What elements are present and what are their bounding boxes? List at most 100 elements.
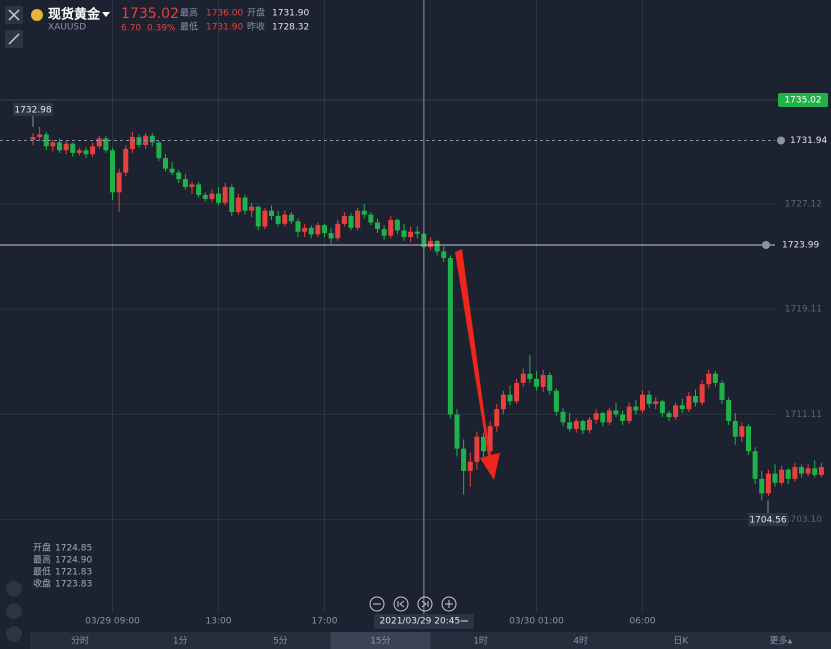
crosshair-label: 2021/03/29 20:45 <box>380 617 461 627</box>
tool-button[interactable] <box>6 581 22 597</box>
low-marker-box <box>748 513 788 526</box>
candle-body <box>613 410 619 415</box>
y-tick-label: 1719.11 <box>785 305 822 315</box>
candle-body <box>686 396 692 410</box>
candle-body <box>129 137 135 149</box>
first[interactable] <box>393 596 409 612</box>
candle-body <box>83 150 89 155</box>
candle-body <box>295 221 301 232</box>
alert-price: 1731.94 <box>790 136 827 146</box>
candle-body <box>818 467 824 475</box>
candle-body <box>50 142 56 147</box>
candle-body <box>434 240 440 252</box>
tab[interactable]: 1时 <box>473 635 488 647</box>
y-tick-label: 1711.11 <box>785 410 822 420</box>
candle-body <box>76 150 82 153</box>
ohlc-label: 最高 <box>33 554 51 566</box>
tool-button[interactable] <box>6 603 22 619</box>
candle-body <box>163 158 168 169</box>
candle-body <box>792 467 798 479</box>
candle-body <box>96 138 102 147</box>
tab[interactable]: 15分 <box>370 636 390 647</box>
tab[interactable]: 5分 <box>273 636 288 647</box>
candle-body <box>335 223 341 239</box>
ohlc-label: 最低 <box>33 566 51 578</box>
candle-body <box>209 193 215 199</box>
candle-body <box>712 373 718 383</box>
high-marker-box <box>13 103 53 116</box>
candle-body <box>361 210 367 215</box>
candle-body <box>812 468 818 475</box>
candle-body <box>719 382 725 400</box>
candle-body <box>454 414 460 449</box>
candle-body <box>799 467 804 474</box>
candle-body <box>57 142 62 151</box>
candle-body <box>646 394 652 404</box>
x-tick-label: 03/30 01:00 <box>509 617 564 627</box>
candle-body <box>169 168 175 173</box>
tab[interactable]: 日K <box>673 636 689 647</box>
candle-body <box>726 399 732 422</box>
candle-body <box>779 469 785 483</box>
candle-body <box>110 150 115 193</box>
candle-body <box>149 135 155 143</box>
candle-body <box>368 214 374 223</box>
candle-body <box>487 426 493 452</box>
zoom-in[interactable] <box>441 596 457 612</box>
candle-body <box>229 187 235 213</box>
candle-body <box>428 240 433 248</box>
last[interactable] <box>417 596 433 612</box>
y-tick-label: 1727.12 <box>785 199 822 209</box>
candle-body <box>441 251 447 259</box>
candle-body <box>527 373 533 379</box>
zoom-out[interactable] <box>369 596 385 612</box>
change: 6.70 <box>121 24 141 34</box>
tab[interactable]: 1分 <box>173 636 188 647</box>
ohlc-value: 1723.83 <box>55 580 92 590</box>
candle-body <box>772 473 778 483</box>
candle-body <box>156 142 162 159</box>
candle-body <box>269 210 274 216</box>
candle-body <box>275 215 281 224</box>
candle-body <box>620 414 626 422</box>
candle-body <box>30 137 36 140</box>
candle-body <box>348 215 354 228</box>
candles <box>30 126 824 501</box>
candle-body <box>600 413 606 423</box>
alert-bell[interactable] <box>762 241 770 250</box>
stat-value: 1731.90 <box>272 9 309 19</box>
tab[interactable]: 分时 <box>71 635 89 647</box>
alert-price: 1723.99 <box>782 241 819 251</box>
candle-body <box>659 401 665 414</box>
tab[interactable]: 4时 <box>573 635 588 647</box>
stat-value: 1736.00 <box>206 9 243 19</box>
alert-bell[interactable] <box>777 136 785 145</box>
ohlc-value: 1724.90 <box>55 556 92 566</box>
candle-body <box>587 419 592 431</box>
change-pct: 0.39% <box>147 24 176 34</box>
stat-label: 开盘 <box>247 7 265 19</box>
y-tick-label: 1703.10 <box>785 515 822 525</box>
candle-body <box>746 426 751 452</box>
candle-body <box>626 406 632 422</box>
candle-body <box>282 214 288 224</box>
price: 1735.02 <box>121 6 179 22</box>
candle-body <box>693 396 698 403</box>
candle-body <box>375 222 380 230</box>
instrument-name[interactable]: 现货黄金 <box>48 7 101 23</box>
interval-tabs: 分时 1分 5分 15分 1时 4时 日K 更多▴ <box>30 632 831 649</box>
draw-icon <box>8 33 20 45</box>
tool-button[interactable] <box>6 626 22 642</box>
candle-body <box>328 233 334 239</box>
tab[interactable]: 更多▴ <box>770 635 793 647</box>
candle-body <box>315 225 321 235</box>
dropdown-caret[interactable] <box>102 12 110 17</box>
symbol: XAUUSD <box>48 23 86 33</box>
candle-body <box>567 422 573 429</box>
candle-body <box>63 143 69 151</box>
candle-body <box>547 375 553 391</box>
tab-selected[interactable] <box>330 632 431 649</box>
ohlc-value: 1721.83 <box>55 568 92 578</box>
